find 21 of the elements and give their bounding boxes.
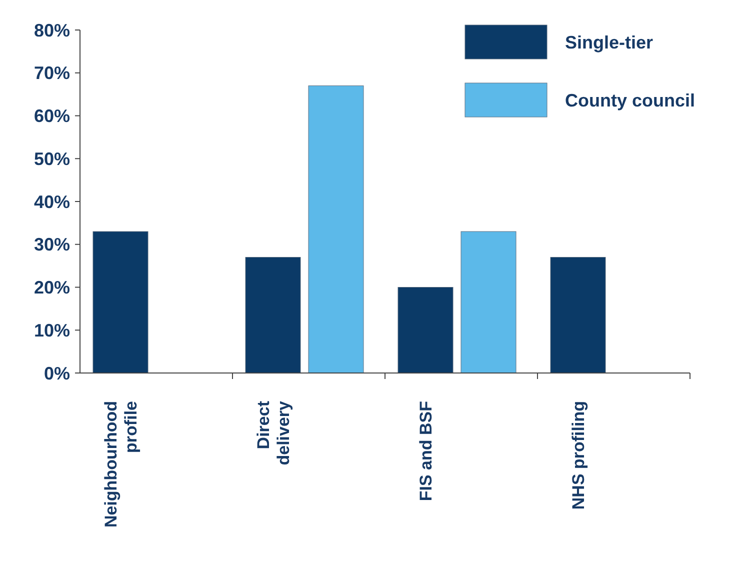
legend-label: Single-tier — [565, 32, 654, 52]
y-tick-label: 0% — [44, 363, 70, 384]
y-tick-label: 80% — [34, 20, 70, 40]
x-tick-label: NHS profiling — [569, 401, 588, 510]
bar — [550, 256, 606, 374]
y-tick-label: 60% — [34, 106, 70, 126]
y-tick-label: 30% — [34, 234, 70, 255]
bar — [398, 287, 454, 374]
bar — [92, 231, 148, 374]
bar — [460, 231, 516, 374]
legend-label: County council — [565, 90, 695, 110]
y-tick-label: 40% — [34, 192, 70, 212]
x-tick-label: FIS and BSF — [416, 401, 436, 502]
x-tick-label: Neighbourhood profile — [102, 401, 140, 528]
bar — [308, 85, 364, 374]
y-tick-label: 50% — [34, 148, 70, 169]
bar — [245, 256, 301, 374]
y-tick-label: 20% — [34, 278, 70, 298]
y-tick-label: 70% — [34, 63, 70, 84]
x-tick-label: Direct delivery — [254, 400, 293, 466]
y-tick-label: 10% — [34, 320, 70, 340]
